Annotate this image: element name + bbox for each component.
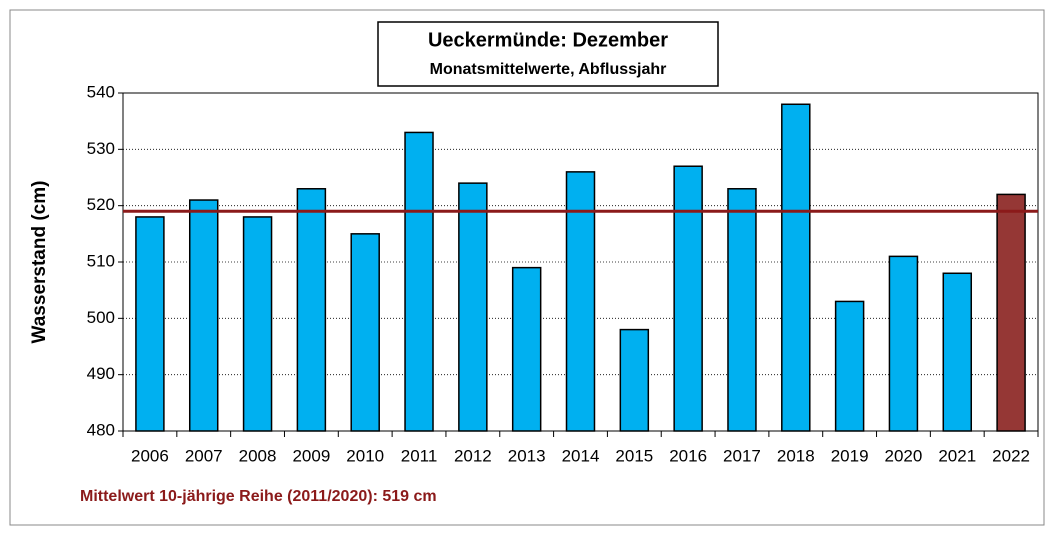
bar (727, 188, 757, 432)
x-tick-label: 2011 (401, 446, 438, 465)
bar (458, 182, 488, 432)
bar (942, 272, 973, 432)
x-tick-label: 2006 (131, 446, 169, 465)
bar (619, 328, 650, 432)
x-tick-label: 2007 (185, 446, 223, 465)
x-tick-label: 2020 (885, 446, 923, 465)
bar (188, 199, 219, 432)
annotation: Mittelwert 10-jährige Reihe (2011/2020):… (80, 488, 437, 505)
x-tick-label: 2016 (669, 446, 707, 465)
x-tick-label: 2010 (346, 446, 384, 465)
bar (834, 300, 865, 432)
bar (673, 165, 703, 432)
x-tick-label: 2009 (292, 446, 330, 465)
bar (242, 216, 273, 432)
y-tick-label: 540 (87, 82, 115, 101)
x-tick-label: 2012 (454, 446, 492, 465)
bar (350, 233, 380, 432)
x-tick-label: 2014 (562, 446, 600, 465)
x-tick-label: 2019 (831, 446, 869, 465)
x-tick-label: 2018 (777, 446, 815, 465)
bar (404, 131, 434, 432)
bar (135, 216, 165, 432)
y-tick-label: 520 (87, 195, 115, 214)
x-tick-label: 2022 (992, 446, 1030, 465)
y-tick-label: 510 (87, 251, 115, 270)
x-tick-label: 2013 (508, 446, 546, 465)
bar (565, 171, 596, 432)
y-tick-label: 480 (87, 420, 115, 439)
bar (996, 193, 1026, 432)
bar (511, 266, 542, 432)
chart-title: Ueckermünde: Dezember (428, 29, 668, 51)
x-tick-label: 2021 (938, 446, 976, 465)
x-tick-label: 2008 (239, 446, 277, 465)
title-box (377, 21, 719, 87)
y-axis-label: Wasserstand (cm) (29, 181, 50, 344)
x-tick-label: 2017 (723, 446, 761, 465)
y-tick-label: 530 (87, 139, 115, 158)
y-tick-label: 490 (87, 364, 115, 383)
chart-subtitle: Monatsmittelwerte, Abflussjahr (430, 61, 667, 78)
bar (888, 255, 919, 432)
bar (781, 103, 811, 432)
x-tick-label: 2015 (615, 446, 653, 465)
y-tick-label: 500 (87, 308, 115, 327)
bar (296, 188, 327, 432)
